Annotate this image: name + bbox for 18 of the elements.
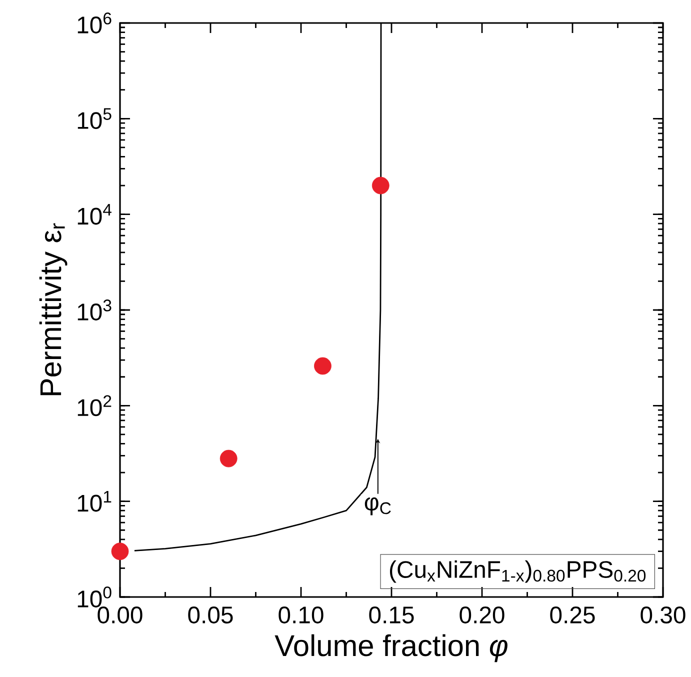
x-tick-label: 0.05 xyxy=(188,606,233,624)
x-tick-label: 0.20 xyxy=(460,606,504,624)
x-tick-label: 0.00 xyxy=(98,606,142,624)
y-axis-title: Permittivity ε$_{r}$ xyxy=(39,223,68,396)
x-tick-label: 0.15 xyxy=(369,606,414,624)
annotation: (Cu$_{x}$NiZnF$_{1-x}$)$_{0.80}$PPS$_{0.20}$ xyxy=(390,560,646,583)
y-tick-label: 10$^{5}$ xyxy=(78,108,112,130)
y-tick-label: 10$^{2}$ xyxy=(78,395,112,416)
y-tick-label: 10$^{1}$ xyxy=(78,490,112,512)
y-tick-label: 10$^{6}$ xyxy=(78,12,112,34)
annotation: φ$_{C}$ xyxy=(364,497,391,516)
y-tick-label: 10$^{4}$ xyxy=(78,204,112,225)
x-axis-title: Volume fraction φ xyxy=(274,634,508,662)
y-tick-label: 10$^{3}$ xyxy=(78,300,112,320)
x-tick-label: 0.30 xyxy=(640,606,686,624)
y-tick-label: 10$^{0}$ xyxy=(78,586,112,608)
x-tick-label: 0.25 xyxy=(550,606,595,624)
x-tick-label: 0.10 xyxy=(278,606,324,624)
